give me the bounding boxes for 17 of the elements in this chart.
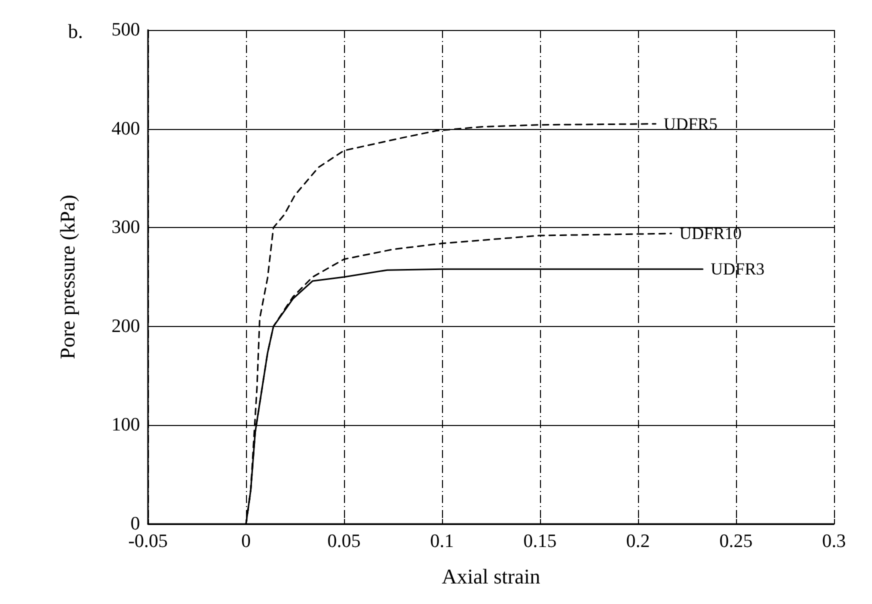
x-tick-label: 0.1 [430,531,454,552]
x-tick-label: 0.05 [327,531,361,552]
series-label: UDFR10 [679,224,742,244]
y-tick-label: 300 [112,217,140,238]
y-tick-label: 200 [112,316,140,337]
x-tick-label: 0.2 [626,531,650,552]
x-axis-title: Axial strain [442,564,541,588]
series-label: UDFR3 [710,260,765,279]
y-tick-label: 400 [112,118,140,140]
x-tick-label: 0.3 [822,531,846,552]
y-tick-label: 500 [112,20,140,40]
y-axis-title: Pore pressure (kPa) [56,194,80,360]
y-tick-label: 100 [112,414,140,436]
x-tick-label: 0.15 [523,531,557,552]
x-tick-label: 0.25 [719,531,753,552]
x-tick-label: 0 [241,531,251,552]
text: b. [68,21,83,43]
